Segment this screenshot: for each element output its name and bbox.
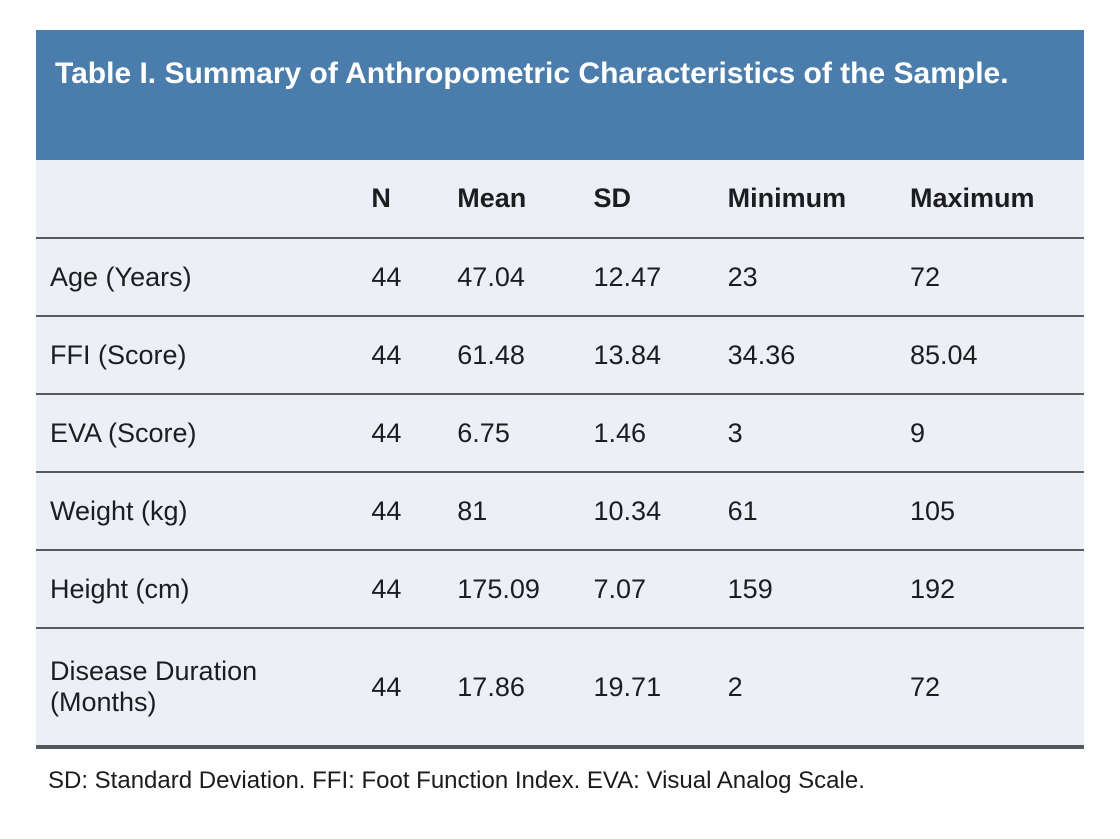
cell-n: 44 (371, 472, 458, 551)
cell-maximum: 72 (910, 238, 1084, 317)
cell-maximum: 72 (910, 628, 1084, 749)
cell-maximum: 105 (910, 472, 1084, 551)
row-label: EVA (Score) (36, 394, 372, 473)
cell-minimum: 34.36 (727, 316, 910, 395)
cell-mean: 175.09 (457, 550, 594, 629)
row-label: Disease Duration (Months) (36, 628, 372, 749)
cell-mean: 17.86 (457, 628, 594, 749)
cell-minimum: 159 (727, 550, 910, 629)
cell-maximum: 192 (910, 550, 1084, 629)
table-row-ffi: FFI (Score) 44 61.48 13.84 34.36 85.04 (36, 316, 1084, 395)
column-header-maximum: Maximum (910, 160, 1084, 239)
cell-sd: 12.47 (593, 238, 728, 317)
cell-mean: 81 (457, 472, 594, 551)
table-row-weight: Weight (kg) 44 81 10.34 61 105 (36, 472, 1084, 551)
table-row-height: Height (cm) 44 175.09 7.07 159 192 (36, 550, 1084, 629)
table-row-age: Age (Years) 44 47.04 12.47 23 72 (36, 238, 1084, 317)
cell-n: 44 (371, 550, 458, 629)
cell-mean: 61.48 (457, 316, 594, 395)
cell-minimum: 61 (727, 472, 910, 551)
column-header-minimum: Minimum (727, 160, 910, 239)
column-header-sd: SD (593, 160, 728, 239)
row-label: FFI (Score) (36, 316, 372, 395)
cell-n: 44 (371, 628, 458, 749)
cell-sd: 10.34 (593, 472, 728, 551)
table-title: Table I. Summary of Anthropometric Chara… (36, 30, 1084, 160)
row-label: Age (Years) (36, 238, 372, 317)
cell-maximum: 85.04 (910, 316, 1084, 395)
column-header-label (36, 160, 372, 239)
column-header-mean: Mean (457, 160, 594, 239)
cell-maximum: 9 (910, 394, 1084, 473)
table-row-eva: EVA (Score) 44 6.75 1.46 3 9 (36, 394, 1084, 473)
cell-sd: 19.71 (593, 628, 728, 749)
cell-sd: 7.07 (593, 550, 728, 629)
table-header-row: N Mean SD Minimum Maximum (36, 160, 1084, 239)
table-footnote: SD: Standard Deviation. FFI: Foot Functi… (48, 767, 865, 794)
row-label: Weight (kg) (36, 472, 372, 551)
anthropometric-table: N Mean SD Minimum Maximum Age (Years) 44… (36, 160, 1084, 749)
table-row-disease-duration: Disease Duration (Months) 44 17.86 19.71… (36, 628, 1084, 749)
cell-minimum: 2 (727, 628, 910, 749)
cell-minimum: 23 (727, 238, 910, 317)
column-header-n: N (371, 160, 458, 239)
cell-n: 44 (371, 394, 458, 473)
row-label: Height (cm) (36, 550, 372, 629)
cell-sd: 13.84 (593, 316, 728, 395)
cell-n: 44 (371, 316, 458, 395)
cell-mean: 47.04 (457, 238, 594, 317)
summary-table-figure: Table I. Summary of Anthropometric Chara… (36, 30, 1084, 796)
cell-n: 44 (371, 238, 458, 317)
cell-minimum: 3 (727, 394, 910, 473)
cell-sd: 1.46 (593, 394, 728, 473)
cell-mean: 6.75 (457, 394, 594, 473)
